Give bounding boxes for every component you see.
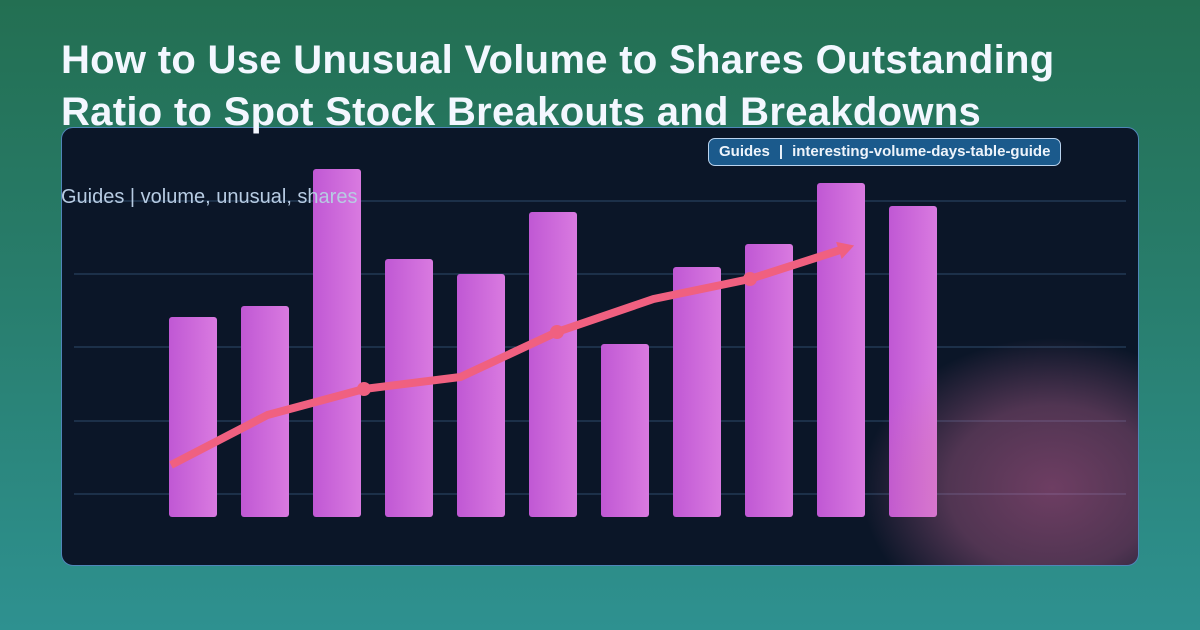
category-badge: Guides | interesting-volume-days-table-gui… <box>708 138 1062 166</box>
bar <box>745 244 793 517</box>
subtitle: Guides | volume, unusual, shares <box>61 186 358 208</box>
trend-marker <box>357 382 371 396</box>
trend-marker <box>550 325 564 339</box>
bar <box>385 259 433 517</box>
bar <box>673 267 721 517</box>
bar <box>169 317 217 517</box>
bar <box>313 169 361 517</box>
trend-line <box>169 244 848 469</box>
bar <box>601 344 649 517</box>
trend-end-arrow <box>836 241 855 260</box>
badge-slug: interesting-volume-days-table-guide <box>792 143 1051 160</box>
bar <box>241 306 289 517</box>
bar <box>529 212 577 517</box>
bar <box>817 183 865 517</box>
chart <box>74 169 1126 517</box>
trend-marker <box>743 272 757 286</box>
bar <box>457 274 505 517</box>
badge-category: Guides <box>719 143 770 160</box>
badge-separator: | <box>778 143 784 160</box>
page-title: How to Use Unusual Volume to Shares Outs… <box>61 38 1055 134</box>
bar <box>889 206 937 517</box>
